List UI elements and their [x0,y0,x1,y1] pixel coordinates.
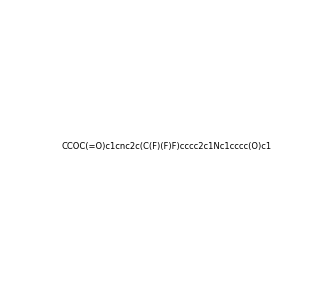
Text: CCOC(=O)c1cnc2c(C(F)(F)F)cccc2c1Nc1cccc(O)c1: CCOC(=O)c1cnc2c(C(F)(F)F)cccc2c1Nc1cccc(… [62,142,272,150]
